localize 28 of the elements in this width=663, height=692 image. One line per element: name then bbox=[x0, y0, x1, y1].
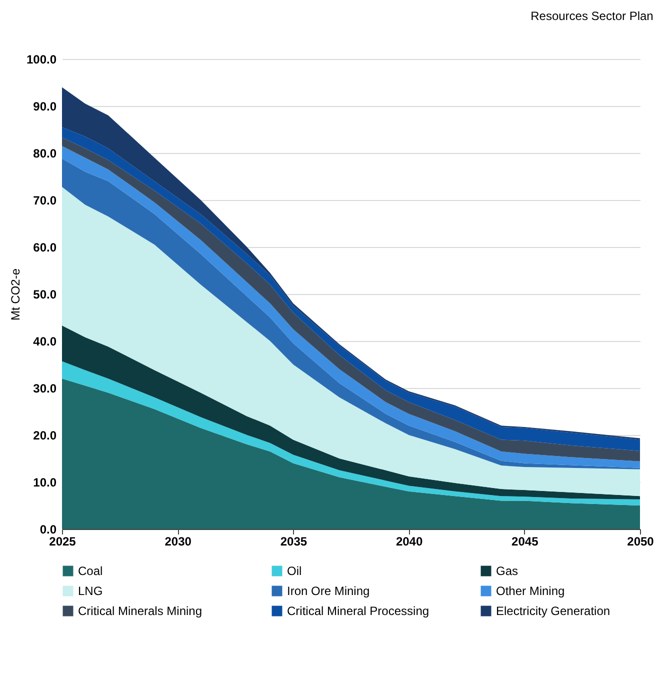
legend-label: Gas bbox=[496, 564, 518, 578]
y-tick-label: 20.0 bbox=[33, 428, 57, 442]
legend-label: Other Mining bbox=[496, 584, 565, 598]
x-tick-label: 2050 bbox=[627, 534, 654, 548]
legend-label: Coal bbox=[78, 564, 103, 578]
y-tick-label: 70.0 bbox=[33, 194, 57, 208]
y-tick-label: 50.0 bbox=[33, 288, 57, 302]
x-tick-label: 2035 bbox=[280, 534, 308, 548]
legend-label: Iron Ore Mining bbox=[287, 584, 370, 598]
y-tick-label: 60.0 bbox=[33, 240, 57, 254]
legend-label: Critical Mineral Processing bbox=[287, 604, 430, 618]
x-tick-label: 2040 bbox=[396, 534, 423, 548]
y-tick-label: 10.0 bbox=[33, 476, 57, 490]
y-axis-title: Mt CO2-e bbox=[8, 268, 22, 321]
chart-title: Resources Sector Plan bbox=[530, 9, 654, 23]
x-tick-label: 2025 bbox=[49, 534, 76, 548]
y-tick-label: 40.0 bbox=[33, 334, 57, 348]
y-tick-label: 100.0 bbox=[26, 52, 57, 66]
legend-label: Electricity Generation bbox=[496, 604, 610, 618]
x-tick-label: 2030 bbox=[164, 534, 192, 548]
legend-label: Critical Minerals Mining bbox=[78, 604, 202, 618]
legend-label: LNG bbox=[78, 584, 103, 598]
y-tick-label: 80.0 bbox=[33, 146, 57, 160]
y-tick-label: 90.0 bbox=[33, 100, 57, 114]
x-tick-label: 2045 bbox=[512, 534, 539, 548]
y-tick-label: 0.0 bbox=[40, 522, 57, 536]
legend-label: Oil bbox=[287, 564, 302, 578]
y-tick-label: 30.0 bbox=[33, 382, 57, 396]
